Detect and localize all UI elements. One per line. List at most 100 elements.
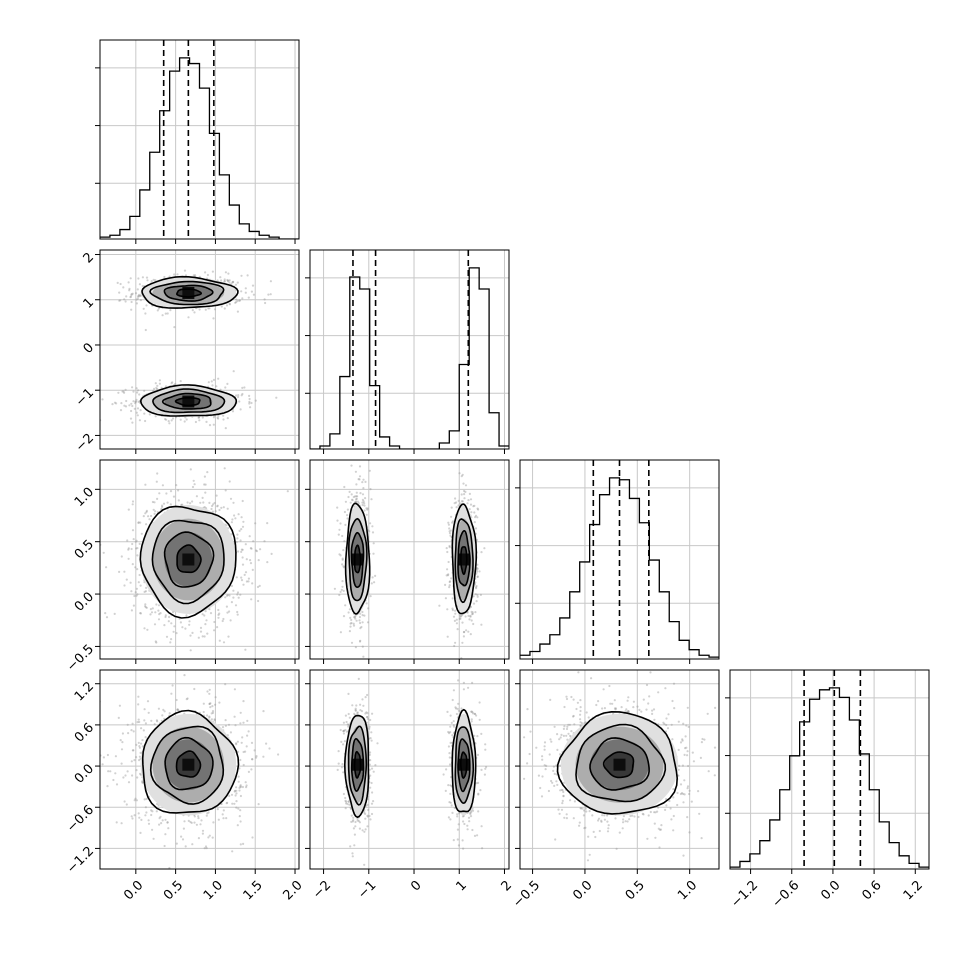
sample-point <box>240 394 243 397</box>
sample-point <box>238 299 241 302</box>
sample-point <box>350 493 353 496</box>
sample-point <box>107 770 110 773</box>
sample-point <box>241 556 244 559</box>
sample-point <box>124 405 128 408</box>
sample-point <box>111 403 114 406</box>
sample-point <box>117 716 120 720</box>
sample-point <box>134 400 137 403</box>
sample-point <box>343 510 346 514</box>
sample-point <box>138 295 141 298</box>
sample-point <box>463 630 466 634</box>
sample-point <box>372 542 375 545</box>
sample-point <box>122 776 125 779</box>
sample-point <box>129 295 132 298</box>
sample-point <box>139 772 142 775</box>
sample-point <box>339 522 342 525</box>
sample-point <box>361 621 364 624</box>
sample-point <box>232 589 235 592</box>
sample-point <box>153 512 156 516</box>
sample-point <box>223 280 226 283</box>
sample-point <box>134 400 137 403</box>
sample-point <box>157 307 160 310</box>
sample-point <box>237 550 240 553</box>
sample-point <box>445 574 448 577</box>
sample-point <box>242 583 245 586</box>
sample-point <box>236 593 239 596</box>
sample-point <box>174 382 177 385</box>
sample-point <box>364 480 367 483</box>
sample-point <box>188 623 191 626</box>
sample-point <box>201 613 204 616</box>
sample-point <box>369 488 372 491</box>
sample-point <box>183 420 186 423</box>
sample-point <box>242 721 245 724</box>
sample-point <box>218 701 221 704</box>
sample-point <box>232 370 235 373</box>
sample-point <box>145 586 148 590</box>
sample-point <box>140 727 143 730</box>
sample-point <box>134 402 137 405</box>
sample-point <box>462 635 465 638</box>
sample-point <box>218 612 221 615</box>
sample-point <box>137 400 140 403</box>
sample-point <box>355 619 358 622</box>
sample-point <box>469 633 472 636</box>
sample-point <box>176 708 179 711</box>
sample-point <box>368 530 371 533</box>
panel-frame <box>99 249 300 450</box>
sample-point <box>193 815 196 818</box>
sample-point <box>125 578 128 581</box>
sample-point <box>217 616 220 619</box>
sample-point <box>461 641 464 644</box>
sample-point <box>476 567 479 570</box>
sample-point <box>474 514 478 517</box>
sample-point <box>105 566 108 569</box>
sample-point <box>202 501 205 504</box>
sample-point <box>191 631 194 635</box>
sample-point <box>454 641 457 644</box>
sample-point <box>131 292 134 295</box>
sample-point <box>460 500 463 503</box>
sample-point <box>139 831 142 835</box>
sample-point <box>144 590 147 593</box>
sample-point <box>210 718 213 721</box>
sample-point <box>250 598 253 601</box>
sample-point <box>161 484 164 487</box>
sample-point <box>230 521 233 524</box>
sample-point <box>138 283 141 286</box>
sample-point <box>131 749 134 752</box>
sample-point <box>221 619 224 623</box>
sample-point <box>450 506 453 509</box>
sample-point <box>250 401 253 405</box>
sample-point <box>235 576 238 579</box>
panel-frame <box>729 669 930 870</box>
sample-point <box>444 597 447 600</box>
sample-point <box>183 674 186 677</box>
sample-point <box>214 510 217 513</box>
sample-point <box>135 547 138 550</box>
sample-point <box>154 382 157 385</box>
sample-point <box>476 593 479 597</box>
sample-point <box>127 557 130 560</box>
sample-point <box>358 475 362 478</box>
sample-point <box>157 609 160 612</box>
sample-point <box>369 522 372 525</box>
sample-point <box>336 506 339 509</box>
sample-point <box>350 641 354 644</box>
sample-point <box>253 749 256 752</box>
sample-point <box>150 611 154 614</box>
sample-point <box>133 814 136 817</box>
sample-point <box>466 611 469 614</box>
sample-point <box>169 641 172 644</box>
sample-point <box>131 529 135 532</box>
sample-point <box>224 386 227 389</box>
sample-point <box>257 803 260 806</box>
sample-point <box>212 423 215 426</box>
sample-point <box>346 508 349 511</box>
histogram-panel-2 <box>515 459 720 664</box>
sample-point <box>181 626 184 629</box>
sample-point <box>269 293 272 296</box>
sample-point <box>461 500 464 503</box>
sample-point <box>461 614 464 617</box>
sample-point <box>445 547 448 550</box>
